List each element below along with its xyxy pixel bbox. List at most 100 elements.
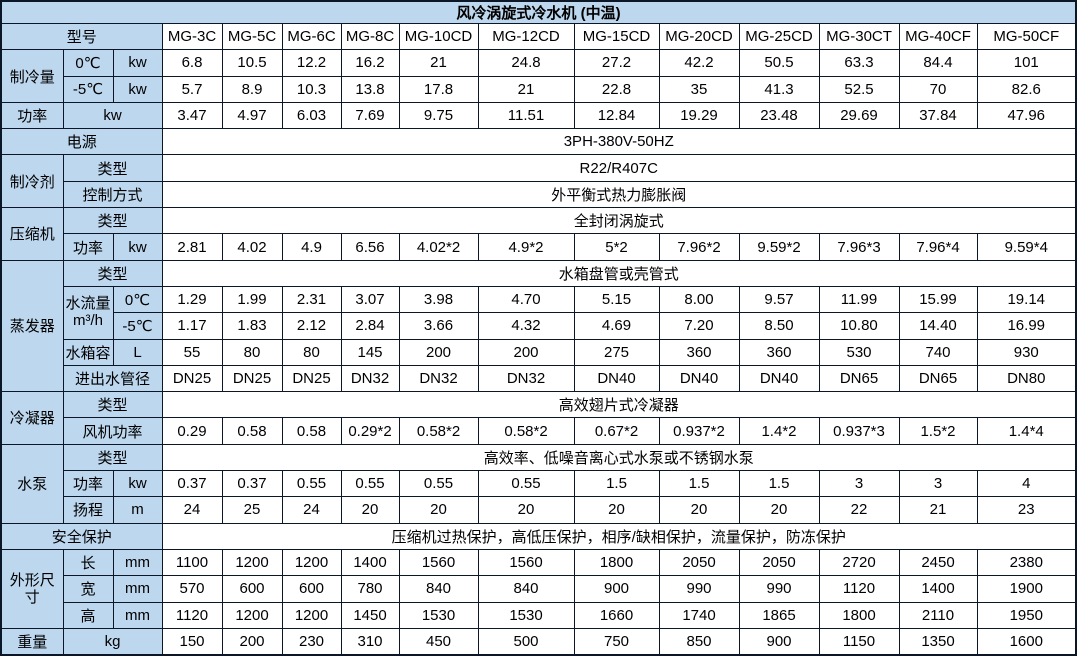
value-cell: 1200 [281,548,342,577]
value-cell: 47.96 [976,101,1077,130]
value-cell: 35 [658,75,740,103]
sub-label-head: 扬程 [62,496,114,524]
unit-label-kw: kw [112,470,163,498]
value-cell: 1.4*4 [976,417,1077,445]
value-cell: DN32 [477,364,575,393]
value-cell: DN25 [221,364,283,393]
water-flow-label-line1: 水流量 [65,295,111,313]
value-cell: 1200 [281,601,342,629]
value-cell: 70 [898,75,978,103]
value-cell: 3.07 [340,285,400,314]
value-cell: 4.02 [221,233,283,261]
value-cell: 0.29*2 [340,417,400,445]
section-label-power-supply: 电源 [0,128,163,156]
model-header: MG-50CF [976,22,1077,51]
value-cell: 19.29 [658,101,740,130]
sub-label-fan-power: 风机功率 [62,417,163,445]
value-cell: 1800 [573,548,660,577]
value-cell: 1530 [398,601,479,629]
value-cell: 900 [573,575,660,603]
value-cell: 200 [221,627,283,656]
value-cell: 500 [477,627,575,656]
unit-label-mm: mm [112,601,163,629]
value-cell: 1.83 [221,312,283,340]
sub-label-water-flow: 水流量 m³/h [62,285,114,340]
title-row: 风冷涡旋式冷水机 (中温) [0,0,1077,24]
value-cell: 9.59*2 [738,233,820,261]
value-cell: 80 [221,338,283,366]
value-cell: 5.15 [573,285,660,314]
value-cell: 1660 [573,601,660,629]
value-cell: 1800 [818,601,900,629]
sub-label-m5c: -5℃ [62,75,114,103]
value-cell: 9.75 [398,101,479,130]
value-cell: 4.97 [221,101,283,130]
section-label-cooling: 制冷量 [0,49,64,103]
value-cell: 600 [281,575,342,603]
value-cell: 15.99 [898,285,978,314]
compressor-power-row: 功率 kw 2.81 4.02 4.9 6.56 4.02*2 4.9*2 5*… [1,233,1077,261]
value-cell: 12.2 [281,49,342,77]
value-cell: 8.9 [221,75,283,103]
value-cell: 84.4 [898,49,978,77]
value-cell: DN32 [340,364,400,393]
value-cell: 4.69 [573,312,660,340]
value-cell: DN25 [161,364,223,393]
value-cell: 0.55 [281,470,342,498]
value-cell: 2380 [976,548,1077,577]
sub-label-length: 长 [62,548,114,577]
value-cell: 530 [818,338,900,366]
value-cell: 20 [340,496,400,524]
model-header: MG-8C [340,22,400,51]
sub-label-0c: 0℃ [62,49,114,77]
value-cell: 2450 [898,548,978,577]
value-cell: 14.40 [898,312,978,340]
value-cell: 12.84 [573,101,660,130]
refrigerant-control-value: 外平衡式热力膨胀阀 [161,180,1077,209]
value-cell: 9.59*4 [976,233,1077,261]
sub-label-power: 功率 [62,233,114,261]
value-cell: 200 [398,338,479,366]
value-cell: 6.8 [161,49,223,77]
value-cell: 0.55 [398,470,479,498]
model-header: MG-6C [281,22,342,51]
value-cell: 50.5 [738,49,820,77]
refrigerant-control-row: 控制方式 外平衡式热力膨胀阀 [1,180,1077,209]
pump-power-row: 功率 kw 0.37 0.37 0.55 0.55 0.55 0.55 1.5 … [1,470,1077,498]
model-header: MG-25CD [738,22,820,51]
value-cell: 8.50 [738,312,820,340]
unit-label-kg: kg [62,627,163,656]
value-cell: 1400 [340,548,400,577]
value-cell: 0.937*3 [818,417,900,445]
cooling-0c-row: 制冷量 0℃ kw 6.8 10.5 12.2 16.2 21 24.8 27.… [0,49,1077,103]
value-cell: 1.5 [573,470,660,498]
section-label-safety: 安全保护 [0,522,163,550]
section-label-condenser: 冷凝器 [0,391,64,445]
value-cell: 10.5 [221,49,283,77]
section-label-refrigerant: 制冷剂 [0,154,64,209]
model-row-label: 型号 [0,22,163,51]
value-cell: 25 [221,496,283,524]
value-cell: 2050 [658,548,740,577]
value-cell: DN65 [818,364,900,393]
section-label-pump: 水泵 [0,443,64,524]
model-header: MG-5C [221,22,283,51]
value-cell: 6.03 [281,101,342,130]
pipe-diameter-row: 进出水管径 DN25 DN25 DN25 DN32 DN32 DN32 DN40… [1,364,1077,393]
value-cell: DN65 [898,364,978,393]
value-cell: 1.5 [658,470,740,498]
pump-type-row: 水泵 类型 高效率、低噪音离心式水泵或不锈钢水泵 [0,443,1077,524]
value-cell: 21 [898,496,978,524]
value-cell: 23 [976,496,1077,524]
value-cell: 24.8 [477,49,575,77]
sub-label-type: 类型 [62,259,163,287]
length-row: 外形尺寸 长 mm 1100 1200 1200 1400 1560 1560 … [0,548,1077,629]
evaporator-type-row: 蒸发器 类型 水箱盘管或壳管式 [0,259,1077,393]
value-cell: 3.47 [161,101,223,130]
section-label-evaporator: 蒸发器 [0,259,64,393]
safety-row: 安全保护 压缩机过热保护，高低压保护，相序/缺相保护，流量保护，防冻保护 [0,522,1077,550]
value-cell: 3 [898,470,978,498]
value-cell: 2.81 [161,233,223,261]
value-cell: 4.70 [477,285,575,314]
sub-label-type: 类型 [62,443,163,472]
